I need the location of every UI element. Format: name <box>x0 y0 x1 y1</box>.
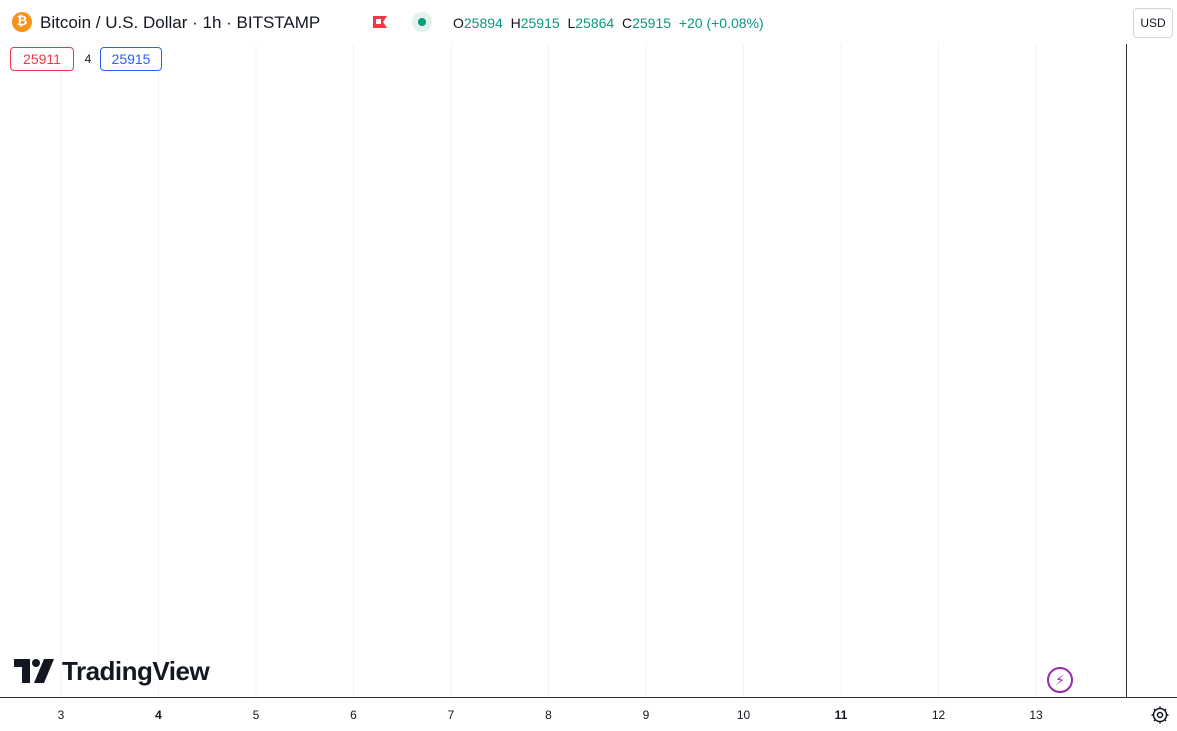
high-label: H <box>510 15 521 31</box>
price-axis[interactable]: 2680026600264002620026000258002560025400… <box>1126 0 1177 697</box>
x-tick-label: 11 <box>835 708 848 722</box>
change-value: +20 (+0.08%) <box>678 15 764 31</box>
close-label: C <box>621 15 633 31</box>
symbol-title[interactable]: Bitcoin / U.S. Dollar · 1h · BITSTAMP <box>40 13 321 32</box>
grid-lines <box>60 44 1037 697</box>
open-label: O <box>453 15 464 31</box>
x-tick-label: 5 <box>253 708 260 722</box>
buy-button[interactable]: 25915 <box>100 47 162 71</box>
ohlc-values: O25894 H25915 L25864 C25915 +20 (+0.08%) <box>453 15 764 31</box>
x-tick-label: 3 <box>58 708 65 722</box>
currency-selector[interactable]: USD <box>1133 8 1173 38</box>
x-tick-label: 6 <box>350 708 357 722</box>
x-tick-label: 8 <box>545 708 552 722</box>
x-tick-label: 4 <box>155 708 162 722</box>
lightning-icon[interactable]: ⚡ <box>1047 667 1073 693</box>
time-axis[interactable]: 3 4 5 6 7 8 9 10 11 12 13 <box>0 697 1177 723</box>
x-tick-label: 10 <box>737 708 751 722</box>
x-tick-label: 9 <box>643 708 650 722</box>
gear-icon[interactable] <box>1150 705 1170 725</box>
open-value: 25894 <box>463 15 503 31</box>
x-tick-label: 7 <box>448 708 455 722</box>
low-value: 25864 <box>575 15 615 31</box>
x-tick-label: 12 <box>932 708 946 722</box>
low-label: L <box>567 15 576 31</box>
flag-icon[interactable] <box>372 15 388 29</box>
high-value: 25915 <box>520 15 560 31</box>
logo-text: TradingView <box>62 656 210 686</box>
close-value: 25915 <box>632 15 672 31</box>
sell-button[interactable]: 25911 <box>10 47 74 71</box>
tradingview-logo-icon <box>14 659 54 683</box>
bitcoin-icon: ₿ <box>12 12 32 32</box>
x-tick-label: 13 <box>1029 708 1043 722</box>
chart-header: ₿ Bitcoin / U.S. Dollar · 1h · BITSTAMP … <box>0 0 1126 44</box>
spread-value: 4 <box>84 52 92 66</box>
market-status-icon[interactable] <box>412 12 432 32</box>
